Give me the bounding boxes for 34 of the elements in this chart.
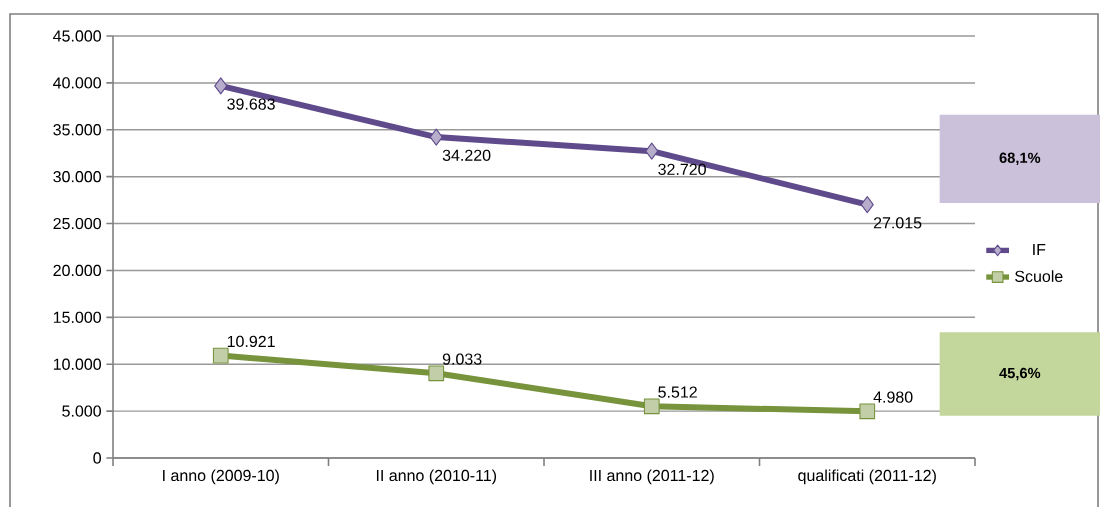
y-tick-label: 35.000 [53,124,101,136]
y-tick-label: 40.000 [53,77,101,89]
data-label: 39.683 [227,98,275,110]
point [212,347,229,364]
y-tick-label: 15.000 [53,311,101,323]
y-tick-label: 5.000 [62,405,101,417]
point [214,77,228,95]
point [645,142,659,160]
data-label: 27.015 [873,217,922,229]
point [643,398,660,415]
y-tick-label: 0 [93,452,102,464]
point [859,403,876,420]
data-label: 10.921 [227,335,275,348]
point [860,196,874,214]
point [428,365,445,382]
y-tick-label: 25.000 [53,217,101,230]
x-tick-label: III anno (2011-12) [590,469,714,485]
point [429,128,443,146]
data-label: 32.720 [658,163,706,176]
legend-label: Scuole [1015,270,1063,282]
band-label: 45,6% [999,367,1041,381]
y-tick-label: 20.000 [53,264,101,277]
data-label: 9.033 [442,353,482,365]
y-tick-label: 30.000 [53,171,101,183]
band-label: 68,1% [999,152,1041,166]
legend-label: IF [1033,243,1046,255]
y-tick-label: 45.000 [53,30,101,42]
x-tick-label: qualificati (2011-12) [798,469,936,485]
data-label: 5.512 [658,386,697,398]
x-tick-label: II anno (2010-11) [376,469,497,485]
data-label: 34.220 [442,149,491,161]
y-tick-label: 10.000 [53,358,101,370]
data-label: 4.980 [873,391,913,403]
x-tick-label: I anno (2009-10) [163,469,279,485]
